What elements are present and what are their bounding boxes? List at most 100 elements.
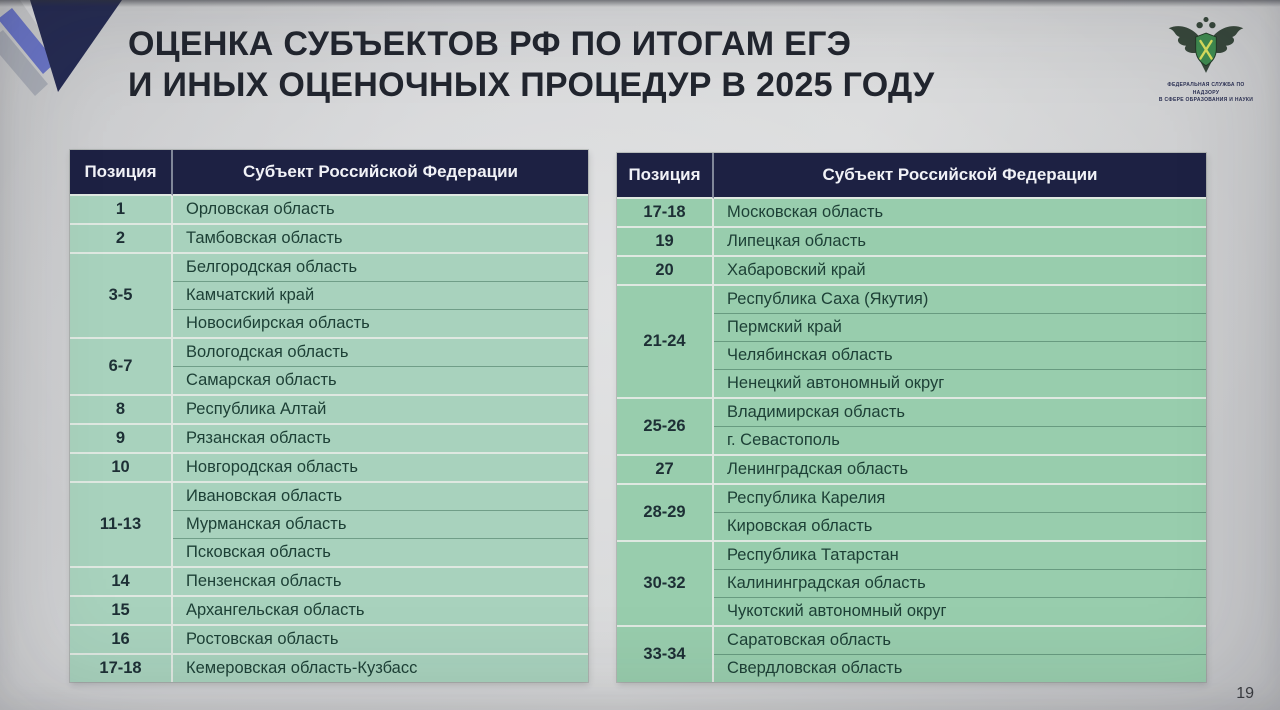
table-row: Самарская область bbox=[70, 366, 588, 394]
corner-ribbon-decoration bbox=[0, 0, 122, 96]
agency-logo: ФЕДЕРАЛЬНАЯ СЛУЖБА ПО НАДЗОРУ В СФЕРЕ ОБ… bbox=[1154, 14, 1258, 105]
subject-cell: Самарская область bbox=[173, 366, 588, 394]
subject-column-header: Субъект Российской Федерации bbox=[714, 153, 1206, 199]
ranking-table: Позиция Субъект Российской Федерации 1 Орло… bbox=[70, 150, 588, 682]
table-row: 6-7 Вологодская область bbox=[70, 337, 588, 394]
table-row: Челябинская область bbox=[617, 341, 1206, 369]
table-row: Кировская область bbox=[617, 512, 1206, 540]
position-cell: 6-7 bbox=[70, 337, 173, 394]
table-row: 1 Орловская область bbox=[70, 196, 588, 223]
subject-cell: Калининградская область bbox=[714, 569, 1206, 597]
page-title: ОЦЕНКА СУБЪЕКТОВ РФ ПО ИТОГАМ ЕГЭ И ИНЫХ… bbox=[128, 24, 934, 106]
subject-cell: Липецкая область bbox=[714, 226, 1206, 255]
position-cell: 11-13 bbox=[70, 481, 173, 566]
subject-cell: Республика Карелия bbox=[714, 483, 1206, 512]
ranking-table-left: Позиция Субъект Российской Федерации 1 Орло… bbox=[70, 150, 588, 682]
subject-cell: Республика Татарстан bbox=[714, 540, 1206, 569]
subject-cell: Орловская область bbox=[173, 196, 588, 223]
subject-cell: Тамбовская область bbox=[173, 223, 588, 252]
subject-cell: Челябинская область bbox=[714, 341, 1206, 369]
table-row: Калининградская область bbox=[617, 569, 1206, 597]
position-cell: 9 bbox=[70, 423, 173, 452]
eagle-emblem-icon bbox=[1168, 17, 1244, 73]
subject-cell: Республика Саха (Якутия) bbox=[714, 284, 1206, 313]
subject-cell: Свердловская область bbox=[714, 654, 1206, 682]
table-row: 2 Тамбовская область bbox=[70, 223, 588, 252]
ranking-table: Позиция Субъект Российской Федерации 17-18… bbox=[617, 153, 1206, 682]
subject-cell: Архангельская область bbox=[173, 595, 588, 624]
subject-column-header: Субъект Российской Федерации bbox=[173, 150, 588, 196]
subject-cell: Республика Алтай bbox=[173, 394, 588, 423]
subject-cell: Саратовская область bbox=[714, 625, 1206, 654]
table-row: Мурманская область bbox=[70, 510, 588, 538]
position-cell: 8 bbox=[70, 394, 173, 423]
table-row: Чукотский автономный округ bbox=[617, 597, 1206, 625]
subject-cell: Московская область bbox=[714, 199, 1206, 226]
table-row: Псковская область bbox=[70, 538, 588, 566]
table-row: 27 Ленинградская область bbox=[617, 454, 1206, 483]
subject-cell: Владимирская область bbox=[714, 397, 1206, 426]
subject-cell: Кировская область bbox=[714, 512, 1206, 540]
subject-cell: Ленинградская область bbox=[714, 454, 1206, 483]
table-row: 20 Хабаровский край bbox=[617, 255, 1206, 284]
position-cell: 1 bbox=[70, 196, 173, 223]
table-row: 8 Республика Алтай bbox=[70, 394, 588, 423]
position-cell: 27 bbox=[617, 454, 714, 483]
table-row: 16 Ростовская область bbox=[70, 624, 588, 653]
table-row: 15 Архангельская область bbox=[70, 595, 588, 624]
subject-cell: Псковская область bbox=[173, 538, 588, 566]
position-cell: 17-18 bbox=[70, 653, 173, 682]
table-row: 11-13 Ивановская область bbox=[70, 481, 588, 566]
table-row: 33-34 Саратовская область bbox=[617, 625, 1206, 682]
subject-cell: г. Севастополь bbox=[714, 426, 1206, 454]
table-row: 3-5 Белгородская область bbox=[70, 252, 588, 337]
position-column-header: Позиция bbox=[70, 150, 173, 196]
header-row: Позиция Субъект Российской Федерации bbox=[617, 153, 1206, 199]
subject-cell: Новосибирская область bbox=[173, 309, 588, 337]
position-cell: 20 bbox=[617, 255, 714, 284]
position-cell: 2 bbox=[70, 223, 173, 252]
table-row: 21-24 Республика Саха (Якутия) bbox=[617, 284, 1206, 397]
table-row: 10 Новгородская область bbox=[70, 452, 588, 481]
subject-cell: Рязанская область bbox=[173, 423, 588, 452]
position-cell: 16 bbox=[70, 624, 173, 653]
logo-caption-line-1: ФЕДЕРАЛЬНАЯ СЛУЖБА ПО НАДЗОРУ bbox=[1167, 82, 1245, 96]
table-row: Новосибирская область bbox=[70, 309, 588, 337]
table-row: 30-32 Республика Татарстан bbox=[617, 540, 1206, 625]
table-row: Пермский край bbox=[617, 313, 1206, 341]
position-cell: 14 bbox=[70, 566, 173, 595]
subject-cell: Чукотский автономный округ bbox=[714, 597, 1206, 625]
subject-cell: Белгородская область bbox=[173, 252, 588, 281]
table-row: 19 Липецкая область bbox=[617, 226, 1206, 255]
subject-cell: Пензенская область bbox=[173, 566, 588, 595]
table-row: 14 Пензенская область bbox=[70, 566, 588, 595]
table-row: 17-18 Кемеровская область-Кузбасс bbox=[70, 653, 588, 682]
subject-cell: Кемеровская область-Кузбасс bbox=[173, 653, 588, 682]
subject-cell: Новгородская область bbox=[173, 452, 588, 481]
logo-caption-line-2: В СФЕРЕ ОБРАЗОВАНИЯ И НАУКИ bbox=[1158, 97, 1254, 103]
table-row: 28-29 Республика Карелия bbox=[617, 483, 1206, 540]
subject-cell: Мурманская область bbox=[173, 510, 588, 538]
subject-cell: Вологодская область bbox=[173, 337, 588, 366]
position-cell: 28-29 bbox=[617, 483, 714, 540]
page-title-line-2: И ИНЫХ ОЦЕНОЧНЫХ ПРОЦЕДУР В 2025 ГОДУ bbox=[128, 65, 935, 104]
table-row: 17-18 Московская область bbox=[617, 199, 1206, 226]
position-cell: 17-18 bbox=[617, 199, 714, 226]
position-cell: 25-26 bbox=[617, 397, 714, 454]
position-cell: 15 bbox=[70, 595, 173, 624]
position-cell: 21-24 bbox=[617, 284, 714, 397]
table-row: Камчатский край bbox=[70, 281, 588, 309]
header-row: Позиция Субъект Российской Федерации bbox=[70, 150, 588, 196]
page-number: 19 bbox=[1236, 685, 1254, 702]
position-cell: 30-32 bbox=[617, 540, 714, 625]
subject-cell: Ивановская область bbox=[173, 481, 588, 510]
table-row: Свердловская область bbox=[617, 654, 1206, 682]
position-cell: 19 bbox=[617, 226, 714, 255]
table-row: г. Севастополь bbox=[617, 426, 1206, 454]
position-cell: 10 bbox=[70, 452, 173, 481]
page-title-line-1: ОЦЕНКА СУБЪЕКТОВ РФ ПО ИТОГАМ ЕГЭ bbox=[128, 25, 852, 63]
position-cell: 3-5 bbox=[70, 252, 173, 337]
subject-cell: Ростовская область bbox=[173, 624, 588, 653]
ranking-table-right: Позиция Субъект Российской Федерации 17-18… bbox=[617, 153, 1206, 682]
